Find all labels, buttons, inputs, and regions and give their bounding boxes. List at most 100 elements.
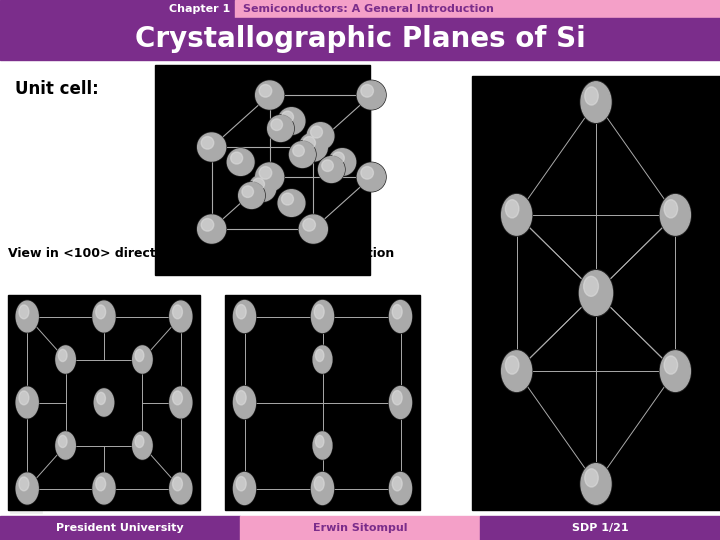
Ellipse shape: [282, 193, 294, 205]
Ellipse shape: [314, 476, 324, 491]
Ellipse shape: [173, 305, 182, 319]
Ellipse shape: [96, 305, 106, 319]
Text: View in <111> direction: View in <111> direction: [472, 78, 642, 91]
Ellipse shape: [16, 472, 39, 505]
Ellipse shape: [307, 122, 335, 150]
Ellipse shape: [256, 81, 284, 109]
Ellipse shape: [314, 305, 324, 319]
Ellipse shape: [17, 301, 38, 332]
Ellipse shape: [389, 472, 412, 505]
Ellipse shape: [585, 469, 598, 487]
Ellipse shape: [236, 476, 246, 491]
Ellipse shape: [361, 85, 374, 97]
Ellipse shape: [58, 435, 67, 448]
Ellipse shape: [505, 356, 519, 374]
Ellipse shape: [390, 387, 412, 418]
Ellipse shape: [278, 190, 305, 217]
Ellipse shape: [584, 276, 598, 296]
Ellipse shape: [170, 301, 192, 332]
Ellipse shape: [198, 133, 225, 161]
Text: ✦: ✦: [20, 490, 32, 504]
Ellipse shape: [173, 391, 182, 405]
Ellipse shape: [236, 305, 246, 319]
Ellipse shape: [580, 271, 613, 315]
Ellipse shape: [580, 81, 612, 123]
Ellipse shape: [135, 349, 144, 362]
Bar: [155, 65, 370, 275]
Ellipse shape: [230, 152, 243, 164]
Ellipse shape: [55, 431, 76, 460]
Ellipse shape: [233, 300, 256, 333]
Bar: [8, 295, 200, 510]
Ellipse shape: [132, 346, 152, 373]
Text: Erwin Sitompul: Erwin Sitompul: [312, 523, 408, 533]
Ellipse shape: [315, 349, 324, 362]
Ellipse shape: [293, 145, 305, 157]
Ellipse shape: [93, 473, 115, 504]
Text: SDP 1/21: SDP 1/21: [572, 523, 629, 533]
Ellipse shape: [16, 386, 39, 418]
Bar: [0, 0, 235, 18]
Ellipse shape: [299, 132, 328, 162]
Ellipse shape: [17, 473, 38, 504]
Ellipse shape: [19, 477, 29, 491]
Ellipse shape: [303, 219, 315, 231]
Ellipse shape: [169, 386, 192, 418]
Ellipse shape: [173, 477, 182, 491]
Ellipse shape: [585, 87, 598, 105]
Ellipse shape: [228, 148, 254, 176]
Ellipse shape: [56, 432, 76, 459]
Ellipse shape: [299, 214, 328, 244]
Ellipse shape: [271, 119, 282, 131]
Ellipse shape: [256, 163, 284, 191]
Ellipse shape: [94, 388, 114, 417]
Ellipse shape: [56, 346, 76, 373]
Ellipse shape: [277, 107, 305, 135]
Ellipse shape: [92, 472, 115, 505]
Ellipse shape: [312, 431, 333, 460]
Ellipse shape: [356, 163, 386, 192]
Ellipse shape: [92, 300, 115, 333]
Bar: [225, 295, 420, 510]
Ellipse shape: [660, 351, 690, 392]
Ellipse shape: [289, 141, 315, 167]
Ellipse shape: [390, 301, 412, 333]
Bar: [235, 0, 720, 18]
Ellipse shape: [289, 141, 316, 168]
Ellipse shape: [282, 111, 294, 123]
Bar: [480, 516, 720, 540]
Ellipse shape: [233, 387, 256, 418]
Ellipse shape: [16, 300, 39, 333]
Bar: [0, 18, 720, 60]
Ellipse shape: [313, 346, 332, 373]
Ellipse shape: [197, 214, 226, 244]
Ellipse shape: [253, 178, 264, 190]
Ellipse shape: [329, 148, 356, 176]
Ellipse shape: [268, 116, 294, 141]
Ellipse shape: [311, 472, 334, 505]
Ellipse shape: [132, 432, 152, 459]
Ellipse shape: [255, 80, 284, 110]
Ellipse shape: [236, 390, 246, 405]
Ellipse shape: [389, 300, 412, 333]
Ellipse shape: [318, 157, 344, 183]
Ellipse shape: [581, 82, 611, 122]
Ellipse shape: [169, 472, 192, 505]
Ellipse shape: [19, 305, 29, 319]
Ellipse shape: [170, 387, 192, 418]
Ellipse shape: [581, 464, 611, 504]
Ellipse shape: [135, 435, 144, 448]
Ellipse shape: [96, 393, 105, 404]
Ellipse shape: [239, 183, 264, 208]
Ellipse shape: [501, 194, 532, 236]
Ellipse shape: [169, 300, 192, 333]
Text: Semiconductors: A General Introduction: Semiconductors: A General Introduction: [243, 4, 494, 14]
Ellipse shape: [17, 387, 38, 418]
Ellipse shape: [94, 389, 114, 416]
Ellipse shape: [357, 163, 385, 191]
Ellipse shape: [227, 148, 255, 176]
Text: View in <110> direction: View in <110> direction: [225, 247, 395, 260]
Text: Chapter 1: Chapter 1: [168, 4, 230, 14]
Ellipse shape: [132, 431, 153, 460]
Ellipse shape: [233, 472, 256, 504]
